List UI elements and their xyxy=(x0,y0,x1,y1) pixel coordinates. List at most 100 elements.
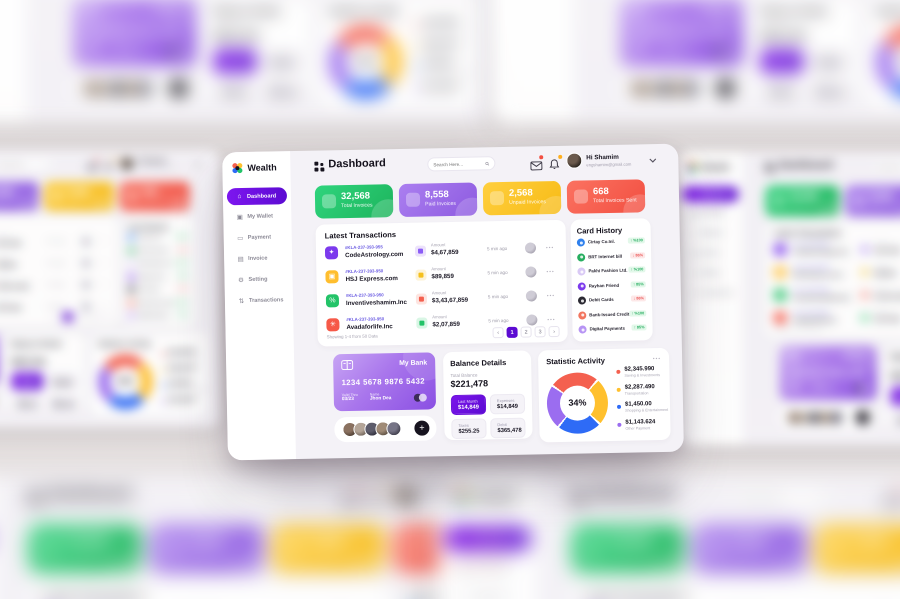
sidebar-item-transactions[interactable]: ⇅ Transactions xyxy=(238,297,284,306)
payer-avatar xyxy=(524,242,537,254)
sent-invoice-icon xyxy=(403,537,425,559)
transactions-showing-label: Showing 1-4 from 50 Data xyxy=(773,326,823,332)
transaction-row: #KLA-237-393-955 CodeAstrology.com Amoun… xyxy=(0,234,110,253)
balance-cell-last-month: Last Month $14,849 xyxy=(760,49,803,74)
search-icon xyxy=(46,162,51,166)
mail-icon[interactable] xyxy=(530,155,544,171)
amount-icon xyxy=(414,245,427,257)
search-icon xyxy=(276,494,282,500)
search-input[interactable] xyxy=(433,160,486,167)
legend-dot xyxy=(413,65,418,70)
chevron-down-icon xyxy=(514,494,525,501)
legend-dot xyxy=(616,387,621,392)
history-row[interactable]: Debit Cards ↓ 86% xyxy=(577,293,647,308)
row-menu-icon xyxy=(100,239,107,244)
transaction-row[interactable]: #KLA-237-393-950 Inventiveshamim.Inc Amo… xyxy=(325,287,558,312)
sidebar-item-setting[interactable]: ⚙ Setting xyxy=(238,276,268,285)
balance-cell-debit: Debit $365,478 xyxy=(260,78,303,103)
members-strip xyxy=(620,73,743,104)
stat-card-total-invoices[interactable]: 32,568 Total Invoices xyxy=(314,184,394,219)
amount-icon xyxy=(859,289,870,301)
history-row[interactable]: Rayhan Friend ↑ 85% xyxy=(577,279,646,294)
sidebar-item-invoice[interactable]: ▤ Invoice xyxy=(237,255,268,264)
history-row[interactable]: Digital Payments ↑ 85% xyxy=(578,322,647,337)
balance-cell-debit: Debit $365,478 xyxy=(46,393,79,412)
row-menu-icon[interactable] xyxy=(546,269,554,275)
brand-name: Wealth xyxy=(701,162,730,172)
stat-card-total-invoices: 32,568 Total Invoices xyxy=(765,185,840,217)
stat-card-paid-invoices: 8,558 Paid Invoices xyxy=(845,185,900,217)
sidebar: Wealth ⌂ Dashboard ▣ My Wallet ▭ Payment… xyxy=(438,474,537,599)
stat-card-paid-invoices[interactable]: 8,558 Paid Invoices xyxy=(398,182,478,218)
pagination-page-2[interactable]: 2 xyxy=(520,326,532,338)
history-row[interactable]: Cirtay Co.Inl. ↑ %100 xyxy=(576,235,645,250)
bell-icon xyxy=(104,158,116,171)
sidebar: Wealth ⌂ Dashboard ▣ My Wallet ▭ Payment… xyxy=(222,151,296,461)
stat-card-invoices-sent[interactable]: 668 Total Invoices Sent xyxy=(566,179,646,214)
history-icon xyxy=(127,259,135,268)
row-menu-icon[interactable] xyxy=(546,245,554,251)
history-row: Cirtay Co.Inl. ↑ %100 xyxy=(127,232,189,244)
panel-menu-icon[interactable] xyxy=(653,356,661,362)
balance-cell-taxes: Taxes $255.25 xyxy=(213,78,256,103)
statistic-activity-panel: Statistic Activity 34% $2,345.990 Saving… xyxy=(90,333,209,417)
row-menu-icon[interactable] xyxy=(547,317,555,323)
history-row[interactable]: BRT Internet bill ↓ 86% xyxy=(577,250,646,265)
history-icon xyxy=(127,299,135,307)
chart-legend: $2,345.990 Saving & Investments $2,287.4… xyxy=(616,366,668,437)
sidebar-item-dashboard[interactable]: ⌂ Dashboard xyxy=(226,187,288,206)
sidebar-item-my-wallet[interactable]: ▣ My Wallet xyxy=(236,213,273,222)
pagination-page-3[interactable]: 3 xyxy=(534,326,546,338)
balance-details-panel: Balance Details Total Balance $221,478 L… xyxy=(5,333,85,413)
unpaid-invoice-icon xyxy=(282,537,303,559)
merchant-icon xyxy=(324,246,339,260)
user-avatar[interactable] xyxy=(566,152,583,169)
bank-card-number: 1234 5678 9876 5432 xyxy=(787,368,867,378)
bank-card[interactable]: My Bank 1234 5678 9876 5432 Valid Thru 0… xyxy=(332,352,437,412)
wealth-logo-icon xyxy=(232,163,243,174)
pagination-next-button[interactable]: › xyxy=(548,325,560,338)
row-menu-icon[interactable] xyxy=(547,293,555,299)
bank-card-label: My Bank xyxy=(152,6,187,15)
trend-badge: ↑ %100 xyxy=(173,299,189,305)
pagination-page-1[interactable]: 1 xyxy=(506,326,518,338)
balance-cell-expenses[interactable]: Expenses $14,849 xyxy=(489,393,526,415)
member-avatar xyxy=(122,79,141,98)
history-row[interactable]: Bank-Issued Credit ↑ %100 xyxy=(578,308,647,323)
bell-icon[interactable] xyxy=(549,154,563,170)
search-icon xyxy=(819,494,825,500)
transaction-row[interactable]: #KLA-237-393-955 CodeAstrology.com Amoun… xyxy=(324,239,557,264)
swap-icon: ⇅ xyxy=(238,298,245,306)
merchant-icon xyxy=(773,311,787,324)
trend-badge: ↑ 85% xyxy=(631,324,647,331)
stat-card-unpaid-invoices[interactable]: 2,568 Unpaid Invoices xyxy=(482,180,562,216)
total-balance-label: Total Balance xyxy=(213,23,247,29)
history-row[interactable]: Pakhi Fashion Ltd. ↑ %100 xyxy=(577,264,646,279)
holder-name-value: Jhon Dea xyxy=(663,49,690,56)
holder-name-label: Name xyxy=(813,382,823,387)
legend-dot xyxy=(413,23,418,28)
holder-name-label: Name xyxy=(369,392,380,397)
balance-cell-last-month[interactable]: Last Month $14,849 xyxy=(450,394,487,416)
chevron-down-icon[interactable] xyxy=(649,158,657,163)
paid-invoice-icon xyxy=(703,537,724,559)
add-member-button[interactable] xyxy=(414,420,430,436)
sidebar-item-payment[interactable]: ▭ Payment xyxy=(237,234,272,243)
members-strip xyxy=(334,415,437,443)
member-avatar xyxy=(96,79,115,98)
history-icon xyxy=(577,296,587,305)
balance-cell-debit[interactable]: Debit $365,478 xyxy=(490,417,526,439)
brand-name: Wealth xyxy=(247,162,277,173)
bank-card-number: 1234 5678 9876 5432 xyxy=(630,26,731,38)
chevron-down-icon xyxy=(194,162,201,167)
mastercard-icon xyxy=(413,393,428,402)
transaction-row[interactable]: #KLA-237-393-950 HSJ Express.com Amount … xyxy=(325,263,557,288)
merchant-icon xyxy=(325,270,339,284)
search-box[interactable] xyxy=(427,156,496,172)
pagination: ‹ 1 2 3 › xyxy=(492,325,560,339)
history-icon xyxy=(578,325,587,334)
balance-cell-taxes[interactable]: Taxes $255.25 xyxy=(451,418,487,440)
pagination-page-1: 1 xyxy=(62,312,73,322)
sidebar-menu: ⌂ Dashboard ▣ My Wallet ▭ Payment ▤ Invo… xyxy=(678,186,743,302)
pagination-prev-button[interactable]: ‹ xyxy=(492,327,504,339)
